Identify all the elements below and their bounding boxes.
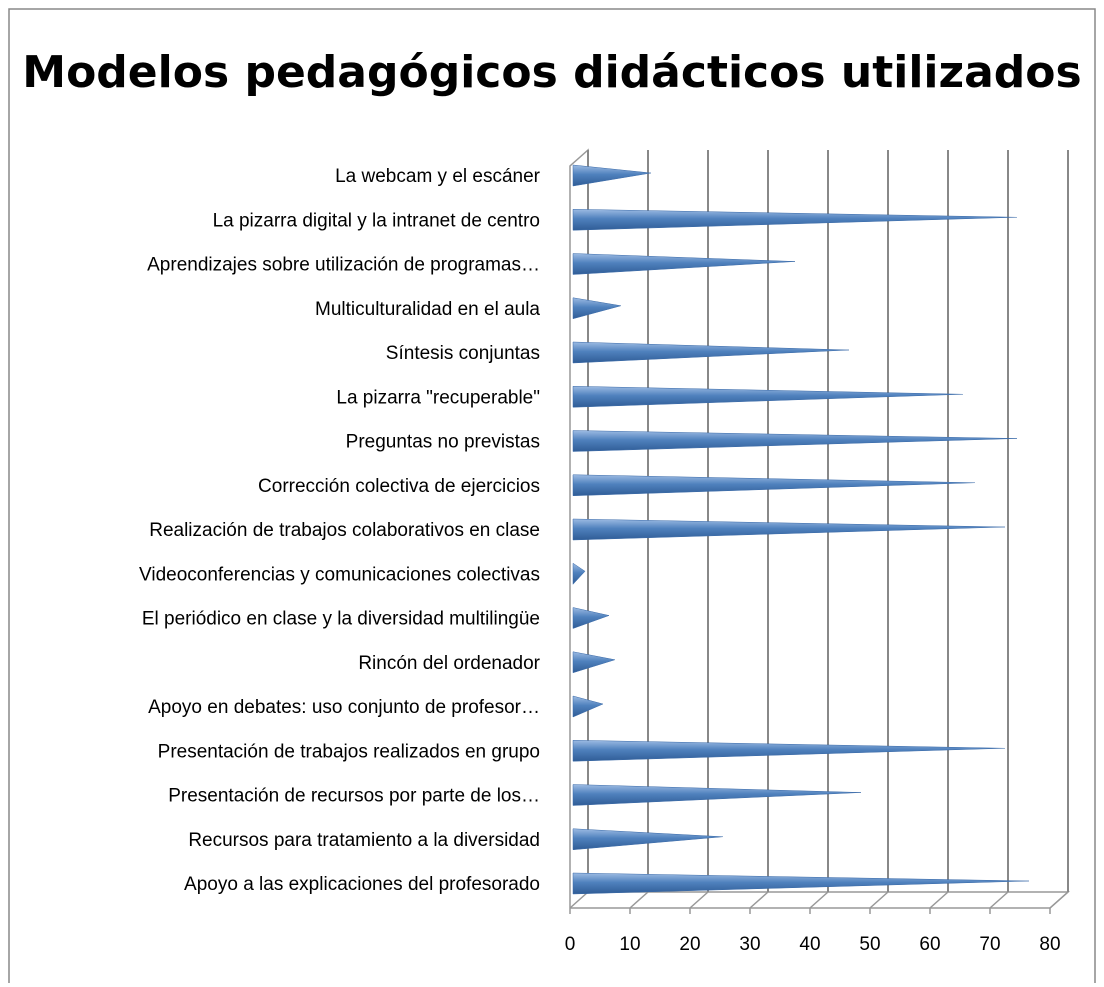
- floor-tick: [629, 891, 649, 909]
- floor-tick: [569, 891, 589, 909]
- y-tick-label: El periódico en clase y la diversidad mu…: [142, 609, 540, 630]
- y-tick-label: Síntesis conjuntas: [386, 343, 540, 364]
- x-tick-label: 70: [979, 934, 1000, 955]
- x-tick-label: 0: [565, 934, 576, 955]
- cone-bar: [572, 739, 1006, 762]
- cone-bar: [572, 474, 976, 497]
- x-tick-label: 10: [619, 934, 640, 955]
- y-tick-label: Rincón del ordenador: [358, 653, 540, 674]
- y-tick-label: Presentación de trabajos realizados en g…: [158, 741, 540, 762]
- y-tick-label: Multiculturalidad en el aula: [315, 299, 540, 320]
- cone-bar: [572, 784, 862, 806]
- cone-bar: [572, 341, 850, 364]
- cone-bar: [572, 208, 1018, 231]
- y-tick-label: Presentación de recursos por parte de lo…: [168, 786, 540, 807]
- floor-tick: [689, 891, 709, 909]
- chart-title: Modelos pedagógicos didácticos utilizado…: [22, 47, 1081, 98]
- cone-bar: [572, 828, 724, 851]
- floor-tick: [869, 891, 889, 909]
- y-tick-label: Recursos para tratamiento a la diversida…: [188, 830, 540, 851]
- cone-bar: [572, 430, 1018, 452]
- x-tick-label: 50: [859, 934, 880, 955]
- x-tick-label: 40: [799, 934, 820, 955]
- chart-border: [8, 8, 1096, 987]
- y-tick-label: La pizarra digital y la intranet de cent…: [213, 210, 540, 231]
- cone-bar: [572, 872, 1030, 895]
- y-tick-label: Aprendizajes sobre utilización de progra…: [147, 255, 540, 276]
- cone-bar: [572, 164, 652, 187]
- x-tick-label: 60: [919, 934, 940, 955]
- y-tick-label: La pizarra "recuperable": [336, 387, 540, 408]
- floor-tick: [749, 891, 769, 909]
- cone-bar: [572, 253, 796, 275]
- cone-bar: [572, 651, 616, 674]
- y-tick-label: Apoyo a las explicaciones del profesorad…: [184, 874, 540, 895]
- y-tick-label: Corrección colectiva de ejercicios: [258, 476, 540, 497]
- y-tick-label: Preguntas no previstas: [346, 432, 540, 453]
- x-tick-label: 80: [1039, 934, 1060, 955]
- y-tick-label: Realización de trabajos colaborativos en…: [149, 520, 540, 541]
- x-tick-label: 20: [679, 934, 700, 955]
- y-tick-label: Apoyo en debates: uso conjunto de profes…: [148, 697, 540, 718]
- y-tick-label: La webcam y el escáner: [335, 166, 541, 187]
- cone-bar: [572, 562, 586, 585]
- floor-tick: [929, 891, 949, 909]
- floor-tick: [989, 891, 1009, 909]
- cone-bar: [572, 385, 964, 408]
- floor-tick: [1049, 891, 1069, 909]
- y-tick-label: Videoconferencias y comunicaciones colec…: [139, 564, 540, 585]
- cone-bar: [572, 518, 1006, 541]
- cone-bar: [572, 607, 610, 629]
- x-tick-label: 30: [739, 934, 760, 955]
- floor-tick: [809, 891, 829, 909]
- cone-bar: [572, 695, 604, 718]
- cone-bar: [572, 297, 622, 320]
